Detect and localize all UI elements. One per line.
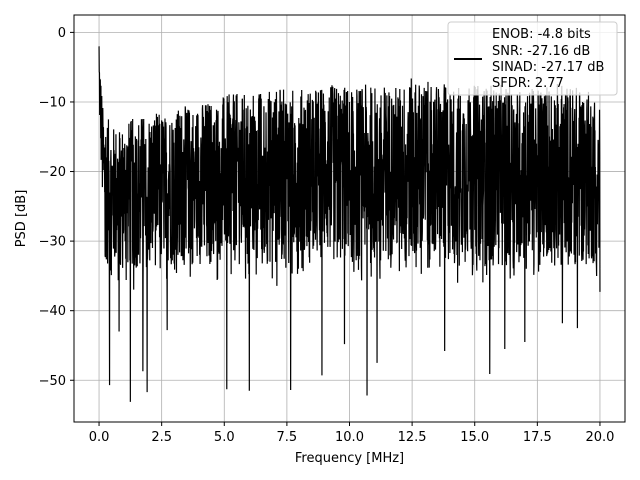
x-axis-label: Frequency [MHz]: [295, 451, 404, 466]
y-tick-label: 0: [58, 26, 66, 41]
x-tick-label: 2.5: [151, 430, 172, 445]
x-axis-ticks: 0.0 2.5 5.0 7.5 10.0 12.5 15.0 17.5 20.0: [89, 422, 614, 445]
y-tick-label: −30: [39, 235, 66, 250]
legend-entry-sfdr: SFDR: 2.77: [492, 76, 564, 91]
psd-trace: [98, 46, 601, 402]
x-tick-label: 0.0: [89, 430, 110, 445]
x-tick-label: 12.5: [398, 430, 427, 445]
y-tick-label: −40: [39, 304, 66, 319]
legend-entry-snr: SNR: -27.16 dB: [492, 44, 590, 59]
x-tick-label: 10.0: [335, 430, 364, 445]
x-tick-label: 7.5: [277, 430, 298, 445]
y-axis-label: PSD [dB]: [14, 190, 29, 248]
y-tick-label: −50: [39, 374, 66, 389]
psd-series: [98, 46, 601, 402]
y-axis-ticks: 0 −10 −20 −30 −40 −50: [39, 26, 74, 389]
x-tick-label: 5.0: [214, 430, 235, 445]
legend-entry-enob: ENOB: -4.8 bits: [492, 27, 591, 42]
y-tick-label: −10: [39, 95, 66, 110]
x-tick-label: 15.0: [460, 430, 489, 445]
legend: ENOB: -4.8 bits SNR: -27.16 dB SINAD: -2…: [447, 21, 618, 96]
legend-box: [447, 21, 618, 96]
x-tick-label: 17.5: [523, 430, 552, 445]
x-tick-label: 20.0: [585, 430, 614, 445]
y-tick-label: −20: [39, 165, 66, 180]
legend-entry-sinad: SINAD: -27.17 dB: [492, 60, 604, 75]
